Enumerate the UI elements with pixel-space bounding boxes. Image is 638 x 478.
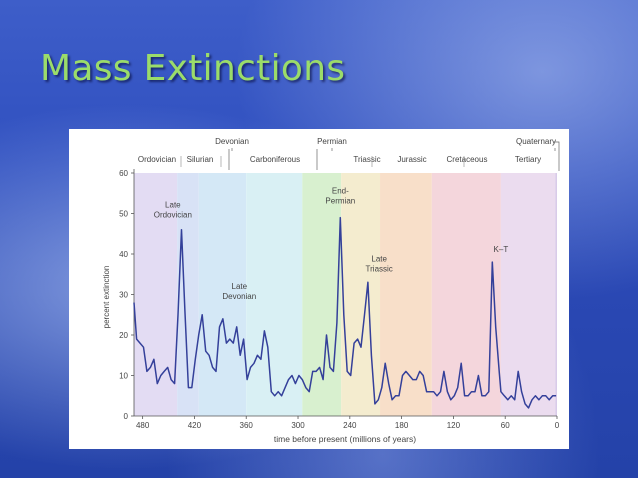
period-band <box>500 173 556 416</box>
extinction-series-line <box>133 216 557 409</box>
y-tick-label: 0 <box>124 412 129 421</box>
extinction-chart: 0 10 20 30 40 50 60 480 420 360 300 240 180 120 60 0 La… <box>102 137 560 444</box>
x-tick-label: 300 <box>291 421 305 430</box>
extinction-chart-figure: 0 10 20 30 40 50 60 480 420 360 300 240 180 120 60 0 La… <box>69 129 569 449</box>
period-label-bottom: Jurassic <box>397 155 426 164</box>
x-tick-label: 240 <box>343 421 357 430</box>
period-label-bottom: Ordovician <box>138 155 176 164</box>
x-tick-label: 180 <box>395 421 409 430</box>
peak-annotation: Late Triassic <box>366 254 393 273</box>
x-tick-label: 360 <box>240 421 254 430</box>
x-tick-label: 0 <box>555 421 560 430</box>
x-tick-label: 420 <box>188 421 202 430</box>
period-label-top: Devonian <box>215 137 249 146</box>
x-tick-label: 480 <box>136 421 150 430</box>
period-bracket <box>553 141 560 171</box>
y-tick-label: 10 <box>119 372 128 381</box>
period-band <box>341 173 381 416</box>
peak-annotation: K–T <box>494 245 509 254</box>
x-tick-label: 60 <box>501 421 510 430</box>
period-label-top: Permian <box>317 137 347 146</box>
period-label-bottom: Cretaceous <box>447 155 488 164</box>
period-band <box>198 173 247 416</box>
x-tick-label: 120 <box>447 421 461 430</box>
period-label-bottom: Carboniferous <box>250 155 300 164</box>
slide-title: Mass Extinctions <box>40 48 346 89</box>
period-band <box>177 173 199 416</box>
peak-annotation: End-Permian <box>325 187 355 206</box>
period-label-bottom: Silurian <box>187 155 214 164</box>
period-band <box>555 173 557 416</box>
period-label-bottom: Tertiary <box>515 155 541 164</box>
period-band <box>246 173 303 416</box>
period-label-bottom: Triassic <box>353 155 380 164</box>
period-label-top: Quaternary <box>516 137 556 146</box>
y-tick-label: 40 <box>119 250 128 259</box>
period-band <box>302 173 342 416</box>
peak-annotation: Late Ordovician <box>154 201 192 220</box>
chart-annotations: Late Ordovician Late Devonian End-Permian Lat… <box>154 187 509 301</box>
x-axis-label: time before present (millions of years) <box>274 434 416 444</box>
y-tick-label: 60 <box>119 169 128 178</box>
y-axis-label: percent extinction <box>102 266 111 329</box>
chart-axes: 0 10 20 30 40 50 60 480 420 360 300 240 180 120 60 0 <box>119 169 560 430</box>
peak-annotation: Late Devonian <box>222 282 256 301</box>
period-labels: Devonian Permian Quaternary Ordovician Silur… <box>138 137 560 171</box>
y-tick-label: 20 <box>119 331 128 340</box>
y-tick-label: 30 <box>119 291 128 300</box>
chart-series <box>133 216 557 409</box>
y-tick-label: 50 <box>119 210 128 219</box>
